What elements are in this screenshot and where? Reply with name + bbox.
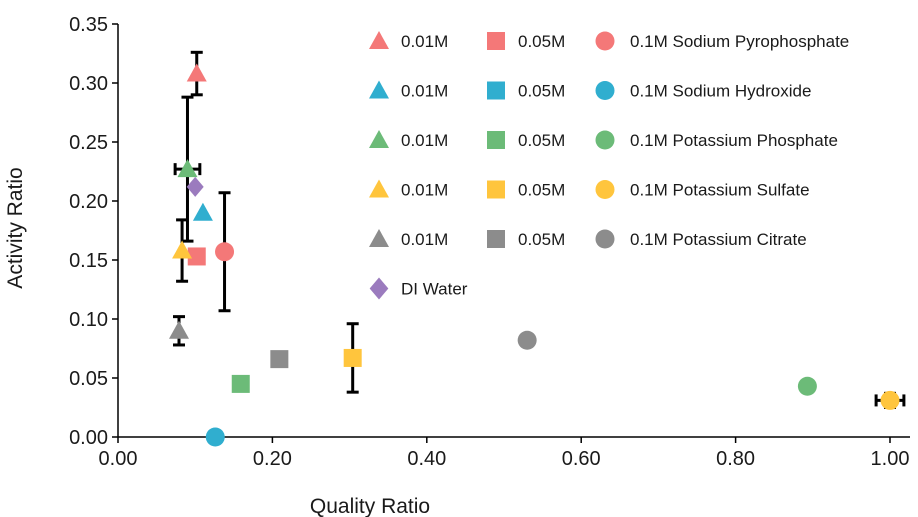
point-0-05m-potassium-citrate bbox=[270, 350, 289, 369]
legend-label: 0.1M Potassium Citrate bbox=[630, 230, 807, 249]
data-points bbox=[168, 63, 900, 447]
point-0-1m-potassium-citrate bbox=[517, 330, 537, 350]
legend-label: 0.1M Sodium Hydroxide bbox=[630, 82, 811, 101]
y-tick-label: 0.20 bbox=[69, 191, 108, 213]
legend-marker bbox=[369, 31, 389, 49]
x-tick-label: 0.80 bbox=[716, 448, 755, 470]
point-0-01m-sodium-pyrophosphate bbox=[186, 63, 207, 82]
x-tick-label: 0.40 bbox=[407, 448, 446, 470]
legend-marker bbox=[595, 31, 615, 51]
legend-label: DI Water bbox=[401, 280, 468, 299]
legend-marker bbox=[369, 229, 389, 247]
legend-marker bbox=[369, 80, 389, 99]
legend-marker bbox=[487, 81, 505, 100]
legend-label: 0.01M bbox=[401, 82, 448, 101]
point-0-1m-potassium-phosphate bbox=[797, 376, 817, 396]
point-di-water bbox=[186, 176, 204, 197]
point-0-01m-potassium-sulfate bbox=[172, 240, 193, 259]
legend-marker bbox=[487, 180, 505, 199]
legend-label: 0.05M bbox=[518, 230, 565, 249]
y-tick-label: 0.05 bbox=[69, 368, 108, 390]
legend-label: 0.05M bbox=[518, 32, 565, 51]
legend-label: 0.01M bbox=[401, 181, 448, 200]
legend-marker bbox=[595, 130, 615, 150]
y-tick-label: 0.25 bbox=[69, 132, 108, 154]
point-0-05m-potassium-sulfate bbox=[343, 348, 362, 367]
x-tick-label: 1.00 bbox=[871, 448, 910, 470]
point-0-1m-sodium-hydroxide bbox=[205, 427, 225, 447]
y-tick-label: 0.10 bbox=[69, 309, 108, 331]
x-axis-label: Quality Ratio bbox=[310, 495, 430, 517]
point-0-01m-potassium-citrate bbox=[168, 320, 189, 339]
point-0-1m-potassium-sulfate bbox=[880, 390, 900, 410]
axes: 0.00 0.05 0.10 0.15 0.20 0.25 0.30 0.35 0.00 0.20… bbox=[69, 14, 910, 470]
legend-label: 0.01M bbox=[401, 131, 448, 150]
legend-label: 0.1M Potassium Sulfate bbox=[630, 181, 810, 200]
x-tick-label: 0.60 bbox=[562, 448, 601, 470]
legend-label: 0.1M Potassium Phosphate bbox=[630, 131, 838, 150]
legend-label: 0.1M Sodium Pyrophosphate bbox=[630, 32, 849, 51]
legend-marker bbox=[487, 230, 505, 248]
x-tick-label: 0.20 bbox=[253, 448, 292, 470]
y-tick-label: 0.15 bbox=[69, 250, 108, 272]
legend: 0.01M 0.05M 0.1M Sodium Pyrophosphate 0.01M… bbox=[369, 31, 849, 300]
legend-marker bbox=[595, 81, 615, 100]
legend-marker bbox=[487, 32, 505, 50]
point-0-01m-potassium-phosphate bbox=[177, 159, 198, 178]
legend-label: 0.01M bbox=[401, 32, 448, 51]
legend-marker bbox=[595, 180, 615, 199]
point-0-05m-sodium-pyrophosphate bbox=[187, 247, 206, 266]
legend-label: 0.05M bbox=[518, 181, 565, 200]
legend-marker bbox=[487, 131, 505, 149]
y-tick-label: 0.35 bbox=[69, 14, 108, 36]
y-tick-label: 0.30 bbox=[69, 73, 108, 95]
legend-marker bbox=[369, 130, 389, 148]
point-0-01m-sodium-hydroxide bbox=[192, 202, 213, 221]
point-0-1m-sodium-pyrophosphate bbox=[215, 242, 235, 262]
y-axis-label: Activity Ratio bbox=[4, 167, 27, 288]
legend-label: 0.05M bbox=[518, 131, 565, 150]
legend-label: 0.05M bbox=[518, 82, 565, 101]
legend-label: 0.01M bbox=[401, 230, 448, 249]
legend-marker bbox=[369, 277, 389, 300]
y-tick-label: 0.00 bbox=[69, 427, 108, 449]
point-0-05m-potassium-phosphate bbox=[231, 374, 250, 393]
legend-marker bbox=[369, 179, 389, 198]
x-tick-label: 0.00 bbox=[99, 448, 138, 470]
legend-marker bbox=[595, 229, 615, 249]
